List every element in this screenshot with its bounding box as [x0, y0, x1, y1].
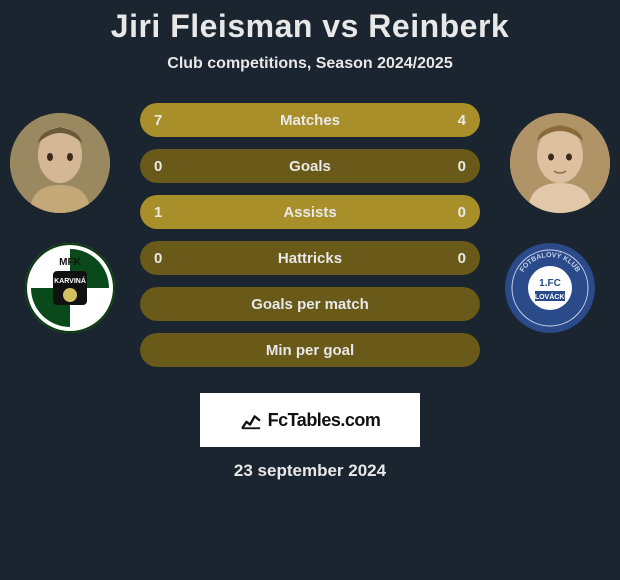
- stat-label: Matches: [280, 112, 340, 129]
- stat-row: 7 4 Matches: [140, 103, 480, 137]
- stat-label: Hattricks: [278, 250, 342, 267]
- stat-label: Goals per match: [251, 296, 369, 313]
- footer-brand-badge: FcTables.com: [200, 393, 420, 447]
- chart-icon: [240, 409, 262, 431]
- stat-value-right: 4: [458, 112, 466, 129]
- player-left-avatar-icon: [10, 113, 110, 213]
- player-right-avatar: [510, 113, 610, 213]
- stat-row: 0 0 Goals: [140, 149, 480, 183]
- player-left-avatar: [10, 113, 110, 213]
- stat-label: Min per goal: [266, 342, 354, 359]
- stat-rows: 7 4 Matches 0 0 Goals 1 0 Assists 0 0 Hattricks Goal…: [140, 103, 480, 379]
- stat-label: Goals: [289, 158, 331, 175]
- svg-text:MFK: MFK: [59, 257, 81, 268]
- stat-value-left: 1: [154, 204, 162, 221]
- stat-row: Min per goal: [140, 333, 480, 367]
- main-area: MFK KARVINÁ FOTBALOVÝ KLUB 1.FC SLOVÁCKO…: [0, 103, 620, 383]
- svg-text:KARVINÁ: KARVINÁ: [54, 276, 86, 285]
- club-left-logo: MFK KARVINÁ: [25, 243, 115, 333]
- stat-row: Goals per match: [140, 287, 480, 321]
- stat-value-right: 0: [458, 250, 466, 267]
- footer-date: 23 september 2024: [0, 461, 620, 481]
- player-right-avatar-icon: [510, 113, 610, 213]
- comparison-card: Jiri Fleisman vs Reinberk Club competiti…: [0, 0, 620, 481]
- svg-text:SLOVÁCKO: SLOVÁCKO: [530, 292, 570, 301]
- stat-label: Assists: [283, 204, 336, 221]
- stat-value-left: 0: [154, 250, 162, 267]
- stat-row: 0 0 Hattricks: [140, 241, 480, 275]
- club-left-logo-icon: MFK KARVINÁ: [25, 243, 115, 333]
- svg-text:1.FC: 1.FC: [539, 278, 561, 289]
- stat-row: 1 0 Assists: [140, 195, 480, 229]
- page-title: Jiri Fleisman vs Reinberk: [0, 8, 620, 45]
- stat-value-left: 7: [154, 112, 162, 129]
- stat-value-right: 0: [458, 204, 466, 221]
- club-right-logo-icon: FOTBALOVÝ KLUB 1.FC SLOVÁCKO: [505, 243, 595, 333]
- club-right-logo: FOTBALOVÝ KLUB 1.FC SLOVÁCKO: [505, 243, 595, 333]
- subtitle: Club competitions, Season 2024/2025: [0, 55, 620, 73]
- stat-value-right: 0: [458, 158, 466, 175]
- footer-brand-text: FcTables.com: [268, 410, 381, 431]
- stat-value-left: 0: [154, 158, 162, 175]
